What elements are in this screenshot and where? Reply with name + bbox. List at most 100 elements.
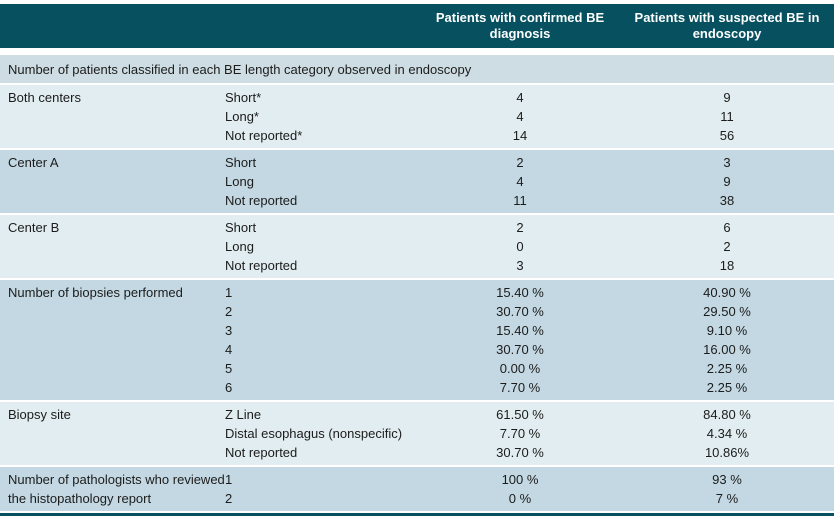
group-label: Number of pathologists who reviewed the … (0, 470, 225, 508)
value-confirmed: 15.40 % (420, 321, 620, 340)
value-suspected: 9 (620, 172, 834, 191)
value-confirmed: 100 % (420, 470, 620, 489)
group-label: Center B (0, 218, 225, 275)
value-confirmed: 30.70 % (420, 443, 620, 462)
group-label: Both centers (0, 88, 225, 145)
value-confirmed: 0 (420, 237, 620, 256)
value-suspected: 4.34 % (620, 424, 834, 443)
table-row: 315.40 %9.10 % (225, 321, 834, 340)
group-center-b: Center BShort26Long02Not reported318 (0, 215, 834, 278)
row-category-label: 1 (225, 283, 420, 302)
table-row: 230.70 %29.50 % (225, 302, 834, 321)
value-confirmed: 61.50 % (420, 405, 620, 424)
group-rows: Z Line61.50 %84.80 %Distal esophagus (no… (225, 405, 834, 462)
value-confirmed: 30.70 % (420, 340, 620, 359)
table-row: Not reported30.70 %10.86% (225, 443, 834, 462)
column-header-suspected-be: Patients with suspected BE in endoscopy (620, 10, 834, 42)
value-confirmed: 7.70 % (420, 378, 620, 397)
table-row: 50.00 %2.25 % (225, 359, 834, 378)
value-suspected: 29.50 % (620, 302, 834, 321)
section-header-text: Number of patients classified in each BE… (8, 62, 471, 77)
row-category-label: Short (225, 153, 420, 172)
value-confirmed: 4 (420, 172, 620, 191)
row-category-label: Short* (225, 88, 420, 107)
group-rows: Short26Long02Not reported318 (225, 218, 834, 275)
row-category-label: 5 (225, 359, 420, 378)
row-category-label: 4 (225, 340, 420, 359)
value-suspected: 2.25 % (620, 378, 834, 397)
value-suspected: 93 % (620, 470, 834, 489)
group-number-of-pathologists: Number of pathologists who reviewed the … (0, 467, 834, 511)
value-suspected: 38 (620, 191, 834, 210)
table-row: Not reported318 (225, 256, 834, 275)
group-both-centers: Both centersShort*49Long*411Not reported… (0, 85, 834, 148)
value-suspected: 40.90 % (620, 283, 834, 302)
row-category-label: Short (225, 218, 420, 237)
table-body: Both centersShort*49Long*411Not reported… (0, 85, 834, 511)
table-row: Short*49 (225, 88, 834, 107)
value-confirmed: 7.70 % (420, 424, 620, 443)
table-row: 1100 %93 % (225, 470, 834, 489)
value-suspected: 9.10 % (620, 321, 834, 340)
section-header-row: Number of patients classified in each BE… (0, 55, 834, 83)
value-suspected: 10.86% (620, 443, 834, 462)
column-header-confirmed-be: Patients with confirmed BE diagnosis (420, 10, 620, 42)
value-suspected: 2.25 % (620, 359, 834, 378)
row-category-label: Long (225, 172, 420, 191)
value-confirmed: 0 % (420, 489, 620, 508)
table-row: 20 %7 % (225, 489, 834, 508)
table-row: Long*411 (225, 107, 834, 126)
table-row: Short26 (225, 218, 834, 237)
value-suspected: 6 (620, 218, 834, 237)
row-category-label: 6 (225, 378, 420, 397)
value-suspected: 84.80 % (620, 405, 834, 424)
table-row: Z Line61.50 %84.80 % (225, 405, 834, 424)
value-suspected: 9 (620, 88, 834, 107)
table-row: Not reported1138 (225, 191, 834, 210)
value-suspected: 7 % (620, 489, 834, 508)
table-header-row: Patients with confirmed BE diagnosis Pat… (0, 4, 834, 48)
group-label: Number of biopsies performed (0, 283, 225, 397)
row-category-label: Distal esophagus (nonspecific) (225, 424, 420, 443)
row-category-label: Z Line (225, 405, 420, 424)
group-rows: Short*49Long*411Not reported*1456 (225, 88, 834, 145)
group-rows: Short23Long49Not reported1138 (225, 153, 834, 210)
row-category-label: Long (225, 237, 420, 256)
group-rows: 1100 %93 %20 %7 % (225, 470, 834, 508)
value-confirmed: 0.00 % (420, 359, 620, 378)
table-row: Short23 (225, 153, 834, 172)
row-category-label: 2 (225, 302, 420, 321)
value-confirmed: 14 (420, 126, 620, 145)
row-category-label: Not reported (225, 256, 420, 275)
value-confirmed: 3 (420, 256, 620, 275)
value-suspected: 11 (620, 107, 834, 126)
row-category-label: Not reported* (225, 126, 420, 145)
row-category-label: 2 (225, 489, 420, 508)
value-confirmed: 15.40 % (420, 283, 620, 302)
table-row: Long49 (225, 172, 834, 191)
table-row: Not reported*1456 (225, 126, 834, 145)
row-category-label: Not reported (225, 443, 420, 462)
row-category-label: Long* (225, 107, 420, 126)
group-label: Biopsy site (0, 405, 225, 462)
row-category-label: 1 (225, 470, 420, 489)
row-category-label: 3 (225, 321, 420, 340)
group-number-of-biopsies: Number of biopsies performed115.40 %40.9… (0, 280, 834, 400)
row-category-label: Not reported (225, 191, 420, 210)
value-confirmed: 30.70 % (420, 302, 620, 321)
table-row: 115.40 %40.90 % (225, 283, 834, 302)
group-label: Center A (0, 153, 225, 210)
group-center-a: Center AShort23Long49Not reported1138 (0, 150, 834, 213)
value-confirmed: 2 (420, 153, 620, 172)
study-table: Patients with confirmed BE diagnosis Pat… (0, 0, 834, 516)
table-row: Distal esophagus (nonspecific)7.70 %4.34… (225, 424, 834, 443)
value-confirmed: 4 (420, 107, 620, 126)
table-row: 67.70 %2.25 % (225, 378, 834, 397)
value-confirmed: 11 (420, 191, 620, 210)
value-confirmed: 4 (420, 88, 620, 107)
value-confirmed: 2 (420, 218, 620, 237)
group-rows: 115.40 %40.90 %230.70 %29.50 %315.40 %9.… (225, 283, 834, 397)
value-suspected: 56 (620, 126, 834, 145)
value-suspected: 16.00 % (620, 340, 834, 359)
table-row: Long02 (225, 237, 834, 256)
